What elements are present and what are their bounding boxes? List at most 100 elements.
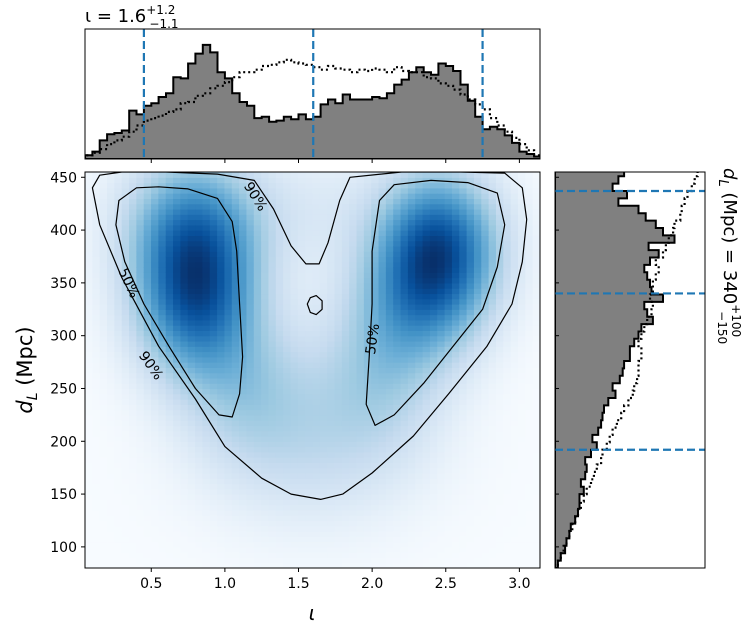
heatmap-cell bbox=[224, 472, 233, 479]
heatmap-cell bbox=[173, 509, 182, 516]
heatmap-cell bbox=[327, 425, 336, 432]
heatmap-cell bbox=[451, 235, 460, 242]
heatmap-cell bbox=[92, 393, 101, 400]
heatmap-cell bbox=[356, 298, 365, 305]
heatmap-cell bbox=[503, 488, 512, 495]
heatmap-cell bbox=[488, 557, 497, 564]
heatmap-cell bbox=[195, 214, 204, 221]
heatmap-cell bbox=[495, 187, 504, 194]
heatmap-cell bbox=[107, 478, 115, 485]
heatmap-cell bbox=[473, 483, 482, 490]
heatmap-cell bbox=[385, 520, 394, 527]
heatmap-cell bbox=[253, 388, 262, 395]
heatmap-cell bbox=[495, 282, 504, 289]
heatmap-cell bbox=[393, 193, 402, 199]
heatmap-cell bbox=[510, 515, 519, 522]
heatmap-cell bbox=[165, 235, 174, 242]
heatmap-cell bbox=[246, 499, 255, 506]
heatmap-cell bbox=[422, 446, 431, 453]
heatmap-cell bbox=[143, 525, 152, 532]
heatmap-cell bbox=[466, 367, 475, 374]
heatmap-cell bbox=[187, 208, 196, 215]
heatmap-cell bbox=[239, 182, 248, 189]
heatmap-cell bbox=[180, 488, 189, 495]
heatmap-cell bbox=[195, 399, 204, 405]
heatmap-cell bbox=[158, 472, 167, 479]
heatmap-cell bbox=[466, 414, 475, 421]
heatmap-cell bbox=[173, 515, 182, 522]
heatmap-cell bbox=[202, 230, 211, 236]
heatmap-cell bbox=[143, 377, 152, 384]
heatmap-cell bbox=[422, 182, 431, 189]
heatmap-cell bbox=[121, 267, 130, 273]
heatmap-cell bbox=[165, 277, 174, 284]
heatmap-cell bbox=[363, 240, 372, 247]
heatmap-cell bbox=[180, 224, 189, 231]
heatmap-cell bbox=[143, 499, 152, 506]
heatmap-cell bbox=[495, 198, 504, 205]
heatmap-cell bbox=[180, 267, 189, 273]
heatmap-cell bbox=[202, 520, 211, 527]
heatmap-cell bbox=[173, 304, 182, 310]
heatmap-cell bbox=[143, 172, 152, 178]
heatmap-cell bbox=[495, 562, 504, 568]
heatmap-cell bbox=[187, 304, 196, 310]
heatmap-cell bbox=[341, 240, 350, 247]
heatmap-cell bbox=[99, 203, 108, 210]
heatmap-cell bbox=[209, 441, 218, 448]
heatmap-cell bbox=[481, 546, 490, 553]
heatmap-cell bbox=[393, 293, 402, 300]
heatmap-cell bbox=[385, 425, 394, 432]
heatmap-cell bbox=[437, 230, 446, 236]
heatmap-cell bbox=[180, 388, 189, 395]
heatmap-cell bbox=[466, 261, 475, 268]
heatmap-cell bbox=[422, 235, 431, 242]
heatmap-cell bbox=[437, 494, 446, 500]
heatmap-cell bbox=[341, 499, 350, 506]
heatmap-cell bbox=[378, 362, 387, 368]
heatmap-cell bbox=[503, 298, 512, 305]
heatmap-cell bbox=[136, 393, 145, 400]
heatmap-cell bbox=[517, 224, 526, 231]
heatmap-cell bbox=[517, 494, 526, 500]
heatmap-cell bbox=[165, 177, 174, 184]
heatmap-cell bbox=[407, 488, 416, 495]
heatmap-cell bbox=[209, 261, 218, 268]
heatmap-cell bbox=[195, 546, 204, 553]
heatmap-cell bbox=[459, 351, 468, 358]
heatmap-cell bbox=[305, 462, 314, 469]
heatmap-cell bbox=[85, 515, 93, 522]
heatmap-cell bbox=[378, 483, 387, 490]
heatmap-cell bbox=[209, 377, 218, 384]
heatmap-cell bbox=[444, 483, 453, 490]
heatmap-cell bbox=[217, 414, 226, 421]
heatmap-cell bbox=[459, 509, 468, 516]
heatmap-cell bbox=[429, 267, 438, 273]
heatmap-cell bbox=[510, 367, 519, 374]
heatmap-cell bbox=[85, 351, 93, 358]
heatmap-cell bbox=[99, 488, 108, 495]
heatmap-cell bbox=[407, 494, 416, 500]
heatmap-cell bbox=[451, 478, 460, 485]
heatmap-cell bbox=[180, 425, 189, 432]
heatmap-cell bbox=[451, 362, 460, 368]
heatmap-cell bbox=[85, 425, 93, 432]
heatmap-cell bbox=[437, 557, 446, 564]
heatmap-cell bbox=[371, 446, 380, 453]
heatmap-cell bbox=[532, 420, 540, 427]
heatmap-cell bbox=[429, 256, 438, 263]
heatmap-cell bbox=[283, 298, 292, 305]
heatmap-cell bbox=[224, 483, 233, 490]
heatmap-cell bbox=[371, 346, 380, 353]
heatmap-cell bbox=[275, 309, 284, 316]
heatmap-cell bbox=[92, 509, 101, 516]
heatmap-cell bbox=[444, 372, 453, 379]
heatmap-cell bbox=[400, 525, 409, 532]
heatmap-cell bbox=[275, 208, 284, 215]
heatmap-cell bbox=[444, 494, 453, 500]
heatmap-cell bbox=[444, 467, 453, 474]
heatmap-cell bbox=[114, 430, 123, 437]
heatmap-cell bbox=[525, 277, 534, 284]
heatmap-cell bbox=[158, 340, 167, 347]
heatmap-cell bbox=[319, 383, 328, 390]
